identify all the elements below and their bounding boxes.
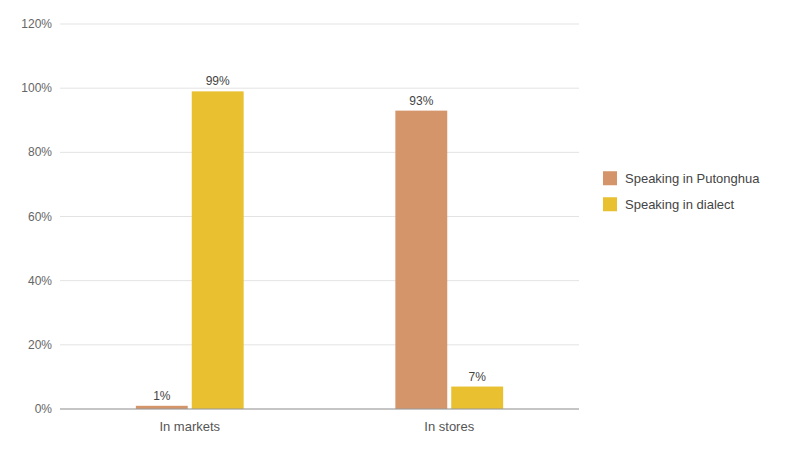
data-label: 1%: [153, 389, 171, 403]
grid-line: [60, 280, 579, 281]
legend-label: Speaking in dialect: [625, 197, 735, 212]
y-axis: 0% 20% 40% 60% 80% 100% 120%: [21, 17, 579, 416]
y-tick-label: 80%: [28, 145, 52, 159]
bar: [395, 111, 447, 409]
legend-swatch: [603, 197, 617, 211]
y-tick-label: 60%: [28, 210, 52, 224]
bars: [136, 91, 503, 409]
data-label: 93%: [409, 94, 433, 108]
grid-line: [60, 152, 579, 153]
data-label: 99%: [206, 74, 230, 88]
x-tick-label: In markets: [159, 419, 220, 434]
y-tick-label: 0%: [35, 402, 53, 416]
grid-line: [60, 88, 579, 89]
x-axis: In markets In stores: [159, 419, 474, 434]
x-axis-line: [60, 409, 579, 410]
x-tick-label: In stores: [424, 419, 474, 434]
grid-line: [60, 216, 579, 217]
grid-line: [60, 409, 579, 410]
y-tick-label: 20%: [28, 338, 52, 352]
bar: [192, 91, 244, 409]
chart: 0% 20% 40% 60% 80% 100% 120% 1% 93% 99% 7% In marke…: [0, 0, 794, 453]
legend: Speaking in Putonghua Speaking in dialect: [603, 171, 760, 212]
legend-label: Speaking in Putonghua: [625, 171, 760, 186]
data-labels: 1% 93% 99% 7%: [153, 74, 486, 402]
legend-swatch: [603, 171, 617, 185]
y-tick-label: 100%: [21, 81, 52, 95]
y-tick-label: 40%: [28, 274, 52, 288]
grid-line: [60, 344, 579, 345]
y-tick-label: 120%: [21, 17, 52, 31]
data-label: 7%: [469, 370, 487, 384]
bar: [451, 387, 503, 409]
grid-line: [60, 24, 579, 25]
